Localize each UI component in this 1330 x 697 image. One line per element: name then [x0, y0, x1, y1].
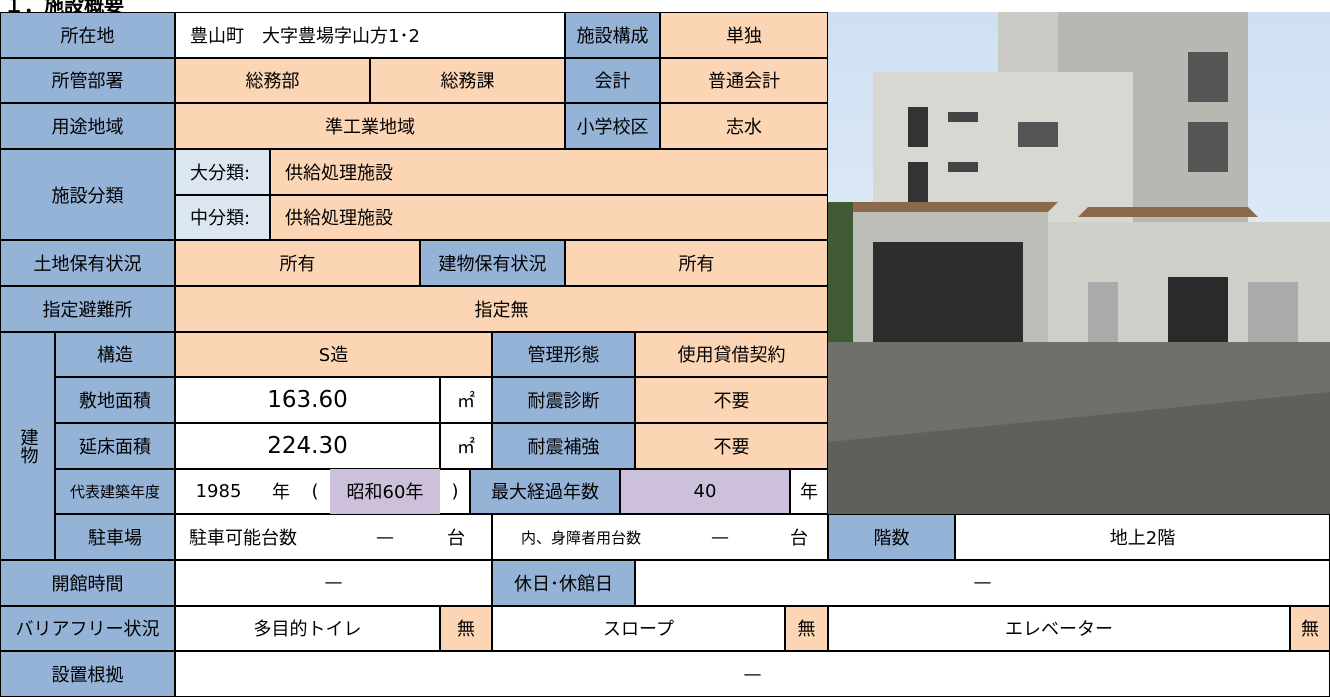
zoning-label: 用途地域 — [0, 103, 175, 149]
year-unit: 年 — [272, 482, 290, 504]
site-area: 163.60 — [175, 377, 440, 423]
hours: — — [175, 560, 492, 606]
accessible-parking-label: 内、身障者用台数 — [520, 528, 641, 547]
site-area-label: 敷地面積 — [55, 377, 175, 423]
floors: 地上2階 — [955, 514, 1330, 560]
parking-unit: 台 — [447, 528, 465, 550]
floor-area-unit: ㎡ — [440, 423, 492, 469]
evacuation-label: 指定避難所 — [0, 286, 175, 332]
building-own-label: 建物保有状況 — [420, 240, 565, 286]
holidays-label: 休日･休館日 — [492, 560, 635, 606]
parking-capacity: — — [376, 526, 394, 548]
holidays: — — [635, 560, 1330, 606]
floors-label: 階数 — [828, 514, 955, 560]
composition-label: 施設構成 — [565, 12, 660, 58]
major: 供給処理施設 — [270, 149, 828, 195]
land-label: 土地保有状況 — [0, 240, 175, 286]
major-label: 大分類: — [175, 149, 270, 195]
section: 総務課 — [370, 57, 565, 104]
basis: — — [175, 651, 1330, 697]
accessible-parking-unit: 台 — [790, 528, 808, 550]
cell-frame — [175, 514, 492, 560]
elapsed-unit: 年 — [790, 468, 828, 515]
floor-area: 224.30 — [175, 423, 440, 469]
middle: 供給処理施設 — [270, 194, 828, 241]
barrier-free-label: バリアフリー状況 — [0, 605, 175, 652]
seismic-retrofit: 不要 — [635, 423, 828, 469]
year-label: 代表建築年度 — [55, 468, 175, 515]
location: 豊山町 大字豊場字山方1･2 — [175, 12, 565, 58]
basis-label: 設置根拠 — [0, 651, 175, 697]
account-label: 会計 — [565, 57, 660, 104]
elevator: 無 — [1290, 605, 1330, 652]
structure: S造 — [175, 331, 492, 378]
parking-capacity-label: 駐車可能台数 — [189, 528, 297, 550]
middle-label: 中分類: — [175, 194, 270, 241]
school-district: 志水 — [660, 103, 828, 149]
seismic-diagnosis: 不要 — [635, 377, 828, 423]
elapsed-label: 最大経過年数 — [470, 468, 620, 515]
building-own: 所有 — [565, 240, 828, 286]
department-label: 所管部署 — [0, 57, 175, 104]
school-district-label: 小学校区 — [565, 103, 660, 149]
seismic-retrofit-label: 耐震補強 — [492, 423, 635, 469]
department: 総務部 — [175, 57, 370, 104]
management-label: 管理形態 — [492, 331, 635, 378]
management: 使用貸借契約 — [635, 331, 828, 378]
classification-label: 施設分類 — [0, 149, 175, 241]
site-area-unit: ㎡ — [440, 377, 492, 423]
parking-label: 駐車場 — [55, 514, 175, 560]
elapsed: 40 — [620, 468, 790, 515]
land: 所有 — [175, 240, 420, 286]
slope-label: スロープ — [492, 605, 785, 652]
seismic-diagnosis-label: 耐震診断 — [492, 377, 635, 423]
accessible-parking: — — [711, 526, 729, 548]
zoning: 準工業地域 — [175, 103, 565, 149]
toilet-label: 多目的トイレ — [175, 605, 440, 652]
location-label: 所在地 — [0, 12, 175, 58]
paren-open: ( — [311, 480, 319, 502]
facility-photo — [828, 12, 1330, 514]
evacuation: 指定無 — [175, 286, 828, 332]
hours-label: 開館時間 — [0, 560, 175, 606]
paren-close: ) — [451, 480, 459, 502]
floor-area-label: 延床面積 — [55, 423, 175, 469]
composition: 単独 — [660, 12, 828, 58]
elevator-label: エレベーター — [828, 605, 1290, 652]
toilet: 無 — [440, 605, 492, 652]
account: 普通会計 — [660, 57, 828, 104]
era-year: 昭和60年 — [330, 468, 440, 515]
cell-frame — [492, 514, 828, 560]
year: 1985 — [195, 480, 242, 502]
slope: 無 — [785, 605, 828, 652]
building-label: 建物 — [0, 331, 55, 560]
structure-label: 構造 — [55, 331, 175, 378]
